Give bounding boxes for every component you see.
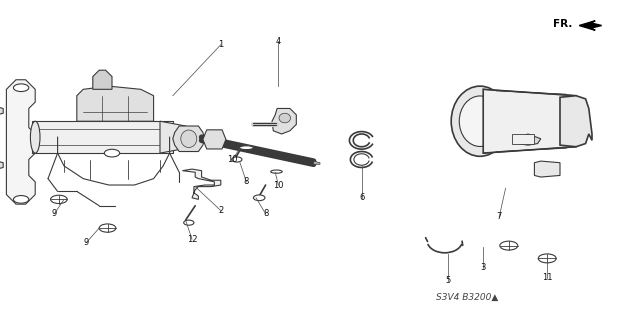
Text: 8: 8 [263,209,268,218]
Polygon shape [160,121,186,153]
Circle shape [232,157,242,162]
Text: 10: 10 [227,155,237,164]
Polygon shape [77,86,154,121]
Circle shape [104,149,120,157]
Ellipse shape [31,121,40,153]
Polygon shape [173,126,205,152]
Polygon shape [6,80,35,204]
Ellipse shape [279,113,291,123]
Text: 1: 1 [218,40,223,49]
Polygon shape [560,96,592,147]
Circle shape [13,196,29,203]
Text: FR.: FR. [554,19,573,29]
Polygon shape [534,161,560,177]
Circle shape [500,241,518,250]
Polygon shape [93,70,112,89]
Text: 11: 11 [542,273,552,282]
Polygon shape [579,21,602,30]
Polygon shape [0,161,3,169]
Text: 7: 7 [497,212,502,221]
Text: 3: 3 [481,263,486,272]
Circle shape [51,195,67,204]
Text: 9: 9 [52,209,57,218]
Text: 8: 8 [244,177,249,186]
Ellipse shape [180,130,197,148]
Polygon shape [272,108,296,134]
Polygon shape [203,130,226,149]
Text: 9: 9 [84,238,89,247]
Polygon shape [182,169,221,199]
Circle shape [538,254,556,263]
Polygon shape [512,134,534,144]
Text: 2: 2 [218,206,223,215]
Text: 6: 6 [359,193,364,202]
Circle shape [99,224,116,232]
Circle shape [253,195,265,201]
Ellipse shape [451,86,509,156]
Circle shape [13,84,29,92]
Text: S3V4 B3200▲: S3V4 B3200▲ [436,293,499,302]
Polygon shape [483,89,576,153]
Text: 10: 10 [273,181,284,189]
Ellipse shape [239,146,253,150]
Text: 12: 12 [187,235,197,244]
Ellipse shape [460,96,500,146]
Text: 4: 4 [276,37,281,46]
Circle shape [184,220,194,225]
Polygon shape [515,134,541,145]
Ellipse shape [271,170,282,173]
Text: 5: 5 [445,276,451,285]
Polygon shape [32,121,173,153]
Polygon shape [314,161,320,164]
Polygon shape [0,107,3,115]
